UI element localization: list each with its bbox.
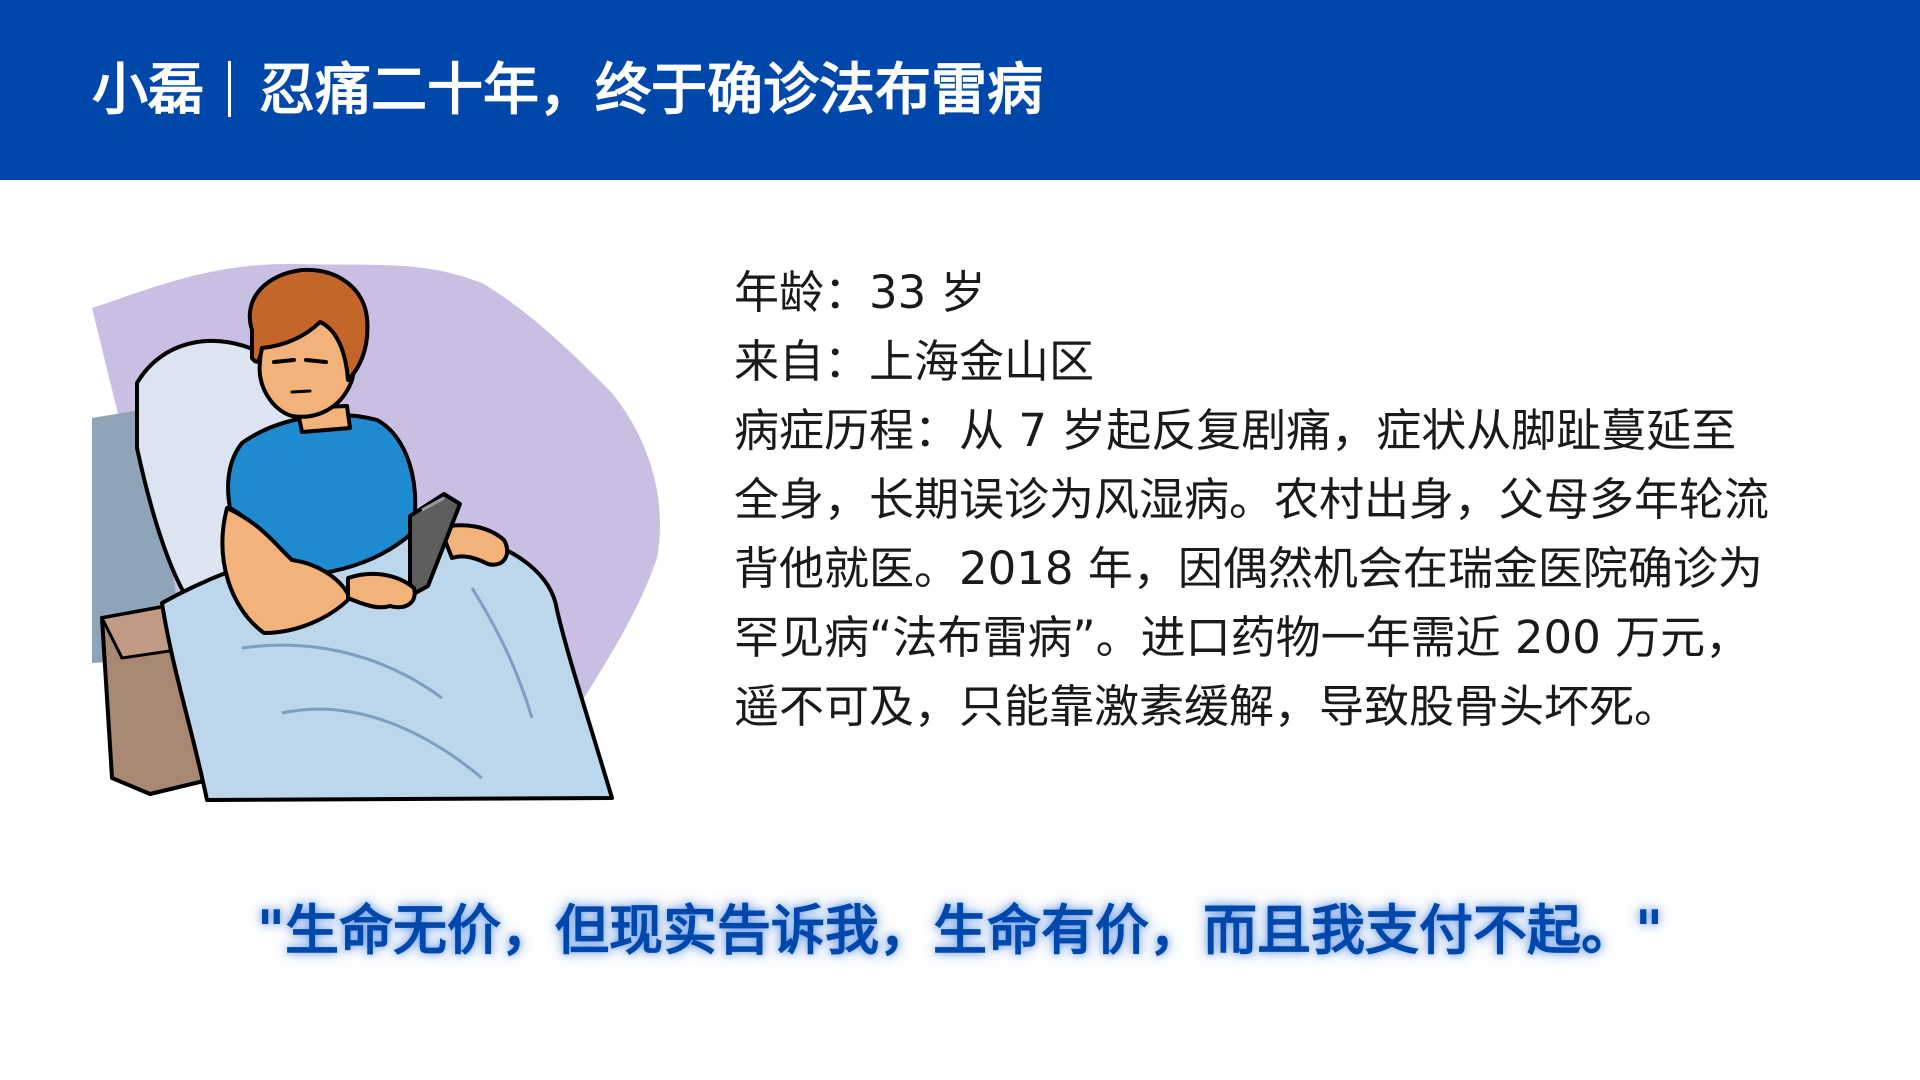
origin-row: 来自：上海金山区 (734, 327, 1774, 396)
origin-value: 上海金山区 (869, 335, 1095, 388)
patient-name: 小磊 (92, 57, 204, 123)
patient-quote: "生命无价，但现实告诉我，生命有价，而且我支付不起。" (256, 898, 1664, 962)
title-divider (228, 61, 231, 117)
patient-in-bed-illustration (92, 263, 660, 802)
title-banner: 小磊 忍痛二十年，终于确诊法布雷病 (0, 0, 1920, 180)
page-headline: 忍痛二十年，终于确诊法布雷病 (259, 57, 1043, 123)
age-label: 年龄： (734, 266, 870, 319)
page-title: 小磊 忍痛二十年，终于确诊法布雷病 (92, 54, 1043, 126)
history-paragraph: 病症历程：从 7 岁起反复剧痛，症状从脚趾蔓延至全身，长期误诊为风湿病。农村出身… (734, 396, 1774, 741)
patient-arm (220, 506, 352, 635)
patient-hair (247, 267, 370, 382)
patient-profile: 年龄：33 岁 来自：上海金山区 病症历程：从 7 岁起反复剧痛，症状从脚趾蔓延… (734, 258, 1774, 741)
origin-label: 来自： (734, 335, 870, 388)
patient-hand (438, 523, 510, 567)
history-text: 从 7 岁起反复剧痛，症状从脚趾蔓延至全身，长期误诊为风湿病。农村出身，父母多年… (734, 404, 1770, 733)
age-row: 年龄：33 岁 (734, 258, 1774, 327)
age-value: 33 岁 (869, 266, 986, 319)
history-label: 病症历程： (734, 404, 960, 457)
